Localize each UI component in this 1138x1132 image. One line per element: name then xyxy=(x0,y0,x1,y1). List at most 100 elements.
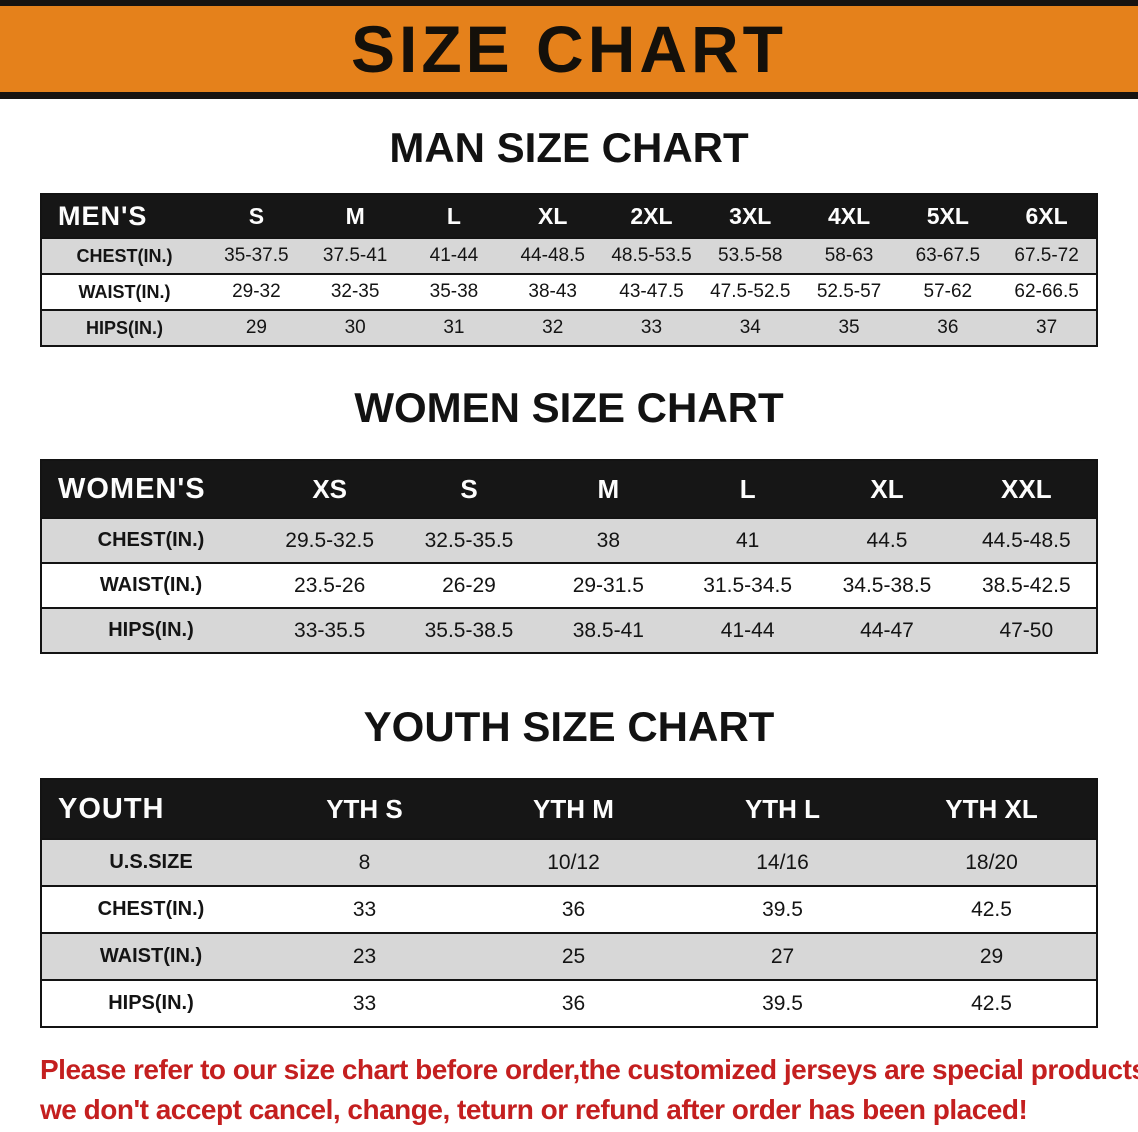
measurement-label: U.S.SIZE xyxy=(109,851,193,873)
measurement-value: 57-62 xyxy=(923,281,973,302)
youth-size-table: YOUTH YTH S YTH M YTH L YTH XL U.S.SIZE 8 10/12… xyxy=(40,778,1098,1028)
measurement-label: CHEST(IN.) xyxy=(97,898,205,920)
size-column-header: YTH M xyxy=(533,793,614,824)
measurement-value: 35-37.5 xyxy=(224,245,289,266)
measurement-value: 10/12 xyxy=(547,850,600,874)
table-row: HIPS(IN.) 33-35.5 35.5-38.5 38.5-41 41-44 44-… xyxy=(42,607,1096,652)
size-column-header: XL xyxy=(870,473,904,504)
measurement-value: 35 xyxy=(838,317,860,338)
measurement-value: 48.5-53.5 xyxy=(611,245,692,266)
measurement-value: 44.5-48.5 xyxy=(981,528,1071,552)
table-title: YOUTH xyxy=(58,792,165,825)
measurement-value: 32 xyxy=(542,317,564,338)
measurement-value: 23 xyxy=(352,944,377,968)
measurement-value: 38-43 xyxy=(528,281,578,302)
measurement-value: 35.5-38.5 xyxy=(424,618,514,642)
table-header-row: WOMEN'S XS S M L XL XXL xyxy=(42,461,1096,517)
size-column-header: 6XL xyxy=(1025,202,1068,229)
measurement-value: 38.5-41 xyxy=(572,618,644,642)
measurement-value: 52.5-57 xyxy=(816,281,882,302)
measurement-value: 29-31.5 xyxy=(572,573,644,597)
measurement-value: 42.5 xyxy=(971,897,1012,921)
measurement-value: 29 xyxy=(245,317,267,338)
size-column-header: 5XL xyxy=(926,202,969,229)
measurement-value: 39.5 xyxy=(762,897,803,921)
measurement-value: 14/16 xyxy=(756,850,809,874)
disclaimer: Please refer to our size chart before or… xyxy=(40,1050,1138,1130)
measurement-value: 63-67.5 xyxy=(915,245,981,266)
men-size-chart-section: MAN SIZE CHART MEN'S S M L XL 2XL 3XL 4XL 5XL 6XL… xyxy=(0,125,1138,347)
table-row: HIPS(IN.) 33 36 39.5 42.5 xyxy=(42,979,1096,1026)
measurement-value: 44-48.5 xyxy=(520,245,585,266)
measurement-value: 38.5-42.5 xyxy=(981,573,1071,597)
measurement-value: 34 xyxy=(739,317,761,338)
measurement-value: 36 xyxy=(561,897,586,921)
measurement-label: CHEST(IN.) xyxy=(97,529,205,551)
disclaimer-line-1: Please refer to our size chart before or… xyxy=(40,1054,1138,1085)
size-column-header: L xyxy=(739,473,756,504)
measurement-value: 29.5-32.5 xyxy=(285,528,375,552)
measurement-value: 35-38 xyxy=(429,281,479,302)
measurement-value: 32-35 xyxy=(330,281,380,302)
size-column-header: S xyxy=(248,202,265,229)
size-column-header: 4XL xyxy=(827,202,871,229)
table-title: MEN'S xyxy=(58,200,148,231)
size-column-header: XXL xyxy=(1001,473,1052,504)
measurement-label: HIPS(IN.) xyxy=(85,317,163,338)
size-column-header: YTH XL xyxy=(945,793,1038,824)
table-row: HIPS(IN.) 29 30 31 32 33 34 35 36 37 xyxy=(42,309,1096,345)
table-header-row: YOUTH YTH S YTH M YTH L YTH XL xyxy=(42,780,1096,838)
size-column-header: XL xyxy=(538,202,568,229)
size-column-header: 3XL xyxy=(729,202,772,229)
table-header-row: MEN'S S M L XL 2XL 3XL 4XL 5XL 6XL xyxy=(42,195,1096,237)
measurement-value: 27 xyxy=(770,944,795,968)
measurement-value: 44.5 xyxy=(866,528,908,552)
size-column-header: YTH S xyxy=(326,793,403,824)
table-row: U.S.SIZE 8 10/12 14/16 18/20 xyxy=(42,838,1096,885)
measurement-value: 30 xyxy=(344,317,366,338)
measurement-value: 47.5-52.5 xyxy=(710,281,791,302)
measurement-value: 42.5 xyxy=(971,991,1012,1015)
table-row: WAIST(IN.) 23.5-26 26-29 29-31.5 31.5-34.5 34… xyxy=(42,562,1096,607)
measurement-value: 31.5-34.5 xyxy=(703,573,793,597)
women-size-chart-section: WOMEN SIZE CHART WOMEN'S XS S M L XL XXL CHEST(… xyxy=(0,385,1138,654)
measurement-value: 36 xyxy=(561,991,586,1015)
measurement-value: 53.5-58 xyxy=(718,245,783,266)
size-column-header: S xyxy=(460,473,478,504)
measurement-value: 44-47 xyxy=(860,618,914,642)
measurement-value: 37.5-41 xyxy=(322,245,388,266)
table-row: WAIST(IN.) 23 25 27 29 xyxy=(42,932,1096,979)
measurement-value: 33 xyxy=(352,897,377,921)
measurement-label: WAIST(IN.) xyxy=(78,281,171,302)
measurement-value: 34.5-38.5 xyxy=(842,573,932,597)
measurement-value: 47-50 xyxy=(999,618,1054,642)
table-title: WOMEN'S xyxy=(58,472,206,505)
women-section-heading: WOMEN SIZE CHART xyxy=(354,384,784,431)
measurement-value: 8 xyxy=(358,850,371,874)
measurement-label: CHEST(IN.) xyxy=(76,245,173,266)
size-column-header: M xyxy=(345,202,365,229)
youth-section-heading: YOUTH SIZE CHART xyxy=(363,703,775,750)
measurement-value: 33-35.5 xyxy=(294,618,366,642)
measurement-value: 43-47.5 xyxy=(619,281,684,302)
measurement-label: HIPS(IN.) xyxy=(108,992,194,1014)
page-title: SIZE CHART xyxy=(351,12,787,86)
measurement-value: 41-44 xyxy=(429,245,479,266)
measurement-value: 23.5-26 xyxy=(294,573,366,597)
size-column-header: L xyxy=(446,202,461,229)
measurement-value: 25 xyxy=(561,944,586,968)
banner: SIZE CHART xyxy=(0,0,1138,99)
measurement-label: HIPS(IN.) xyxy=(108,619,194,641)
women-size-table: WOMEN'S XS S M L XL XXL CHEST(IN.) 29.5-32.5 32.5… xyxy=(40,459,1098,654)
measurement-value: 29-32 xyxy=(232,281,281,302)
measurement-value: 58-63 xyxy=(824,245,874,266)
size-column-header: 2XL xyxy=(630,202,673,229)
measurement-value: 33 xyxy=(352,991,377,1015)
measurement-value: 38 xyxy=(596,528,620,552)
table-row: CHEST(IN.) 35-37.5 37.5-41 41-44 44-48.5 48.5… xyxy=(42,237,1096,273)
youth-size-chart-section: YOUTH SIZE CHART YOUTH YTH S YTH M YTH L YTH… xyxy=(0,704,1138,1028)
measurement-value: 39.5 xyxy=(762,991,803,1015)
disclaimer-line-2: we don't accept cancel, change, teturn o… xyxy=(40,1094,1028,1125)
measurement-value: 29 xyxy=(979,944,1004,968)
